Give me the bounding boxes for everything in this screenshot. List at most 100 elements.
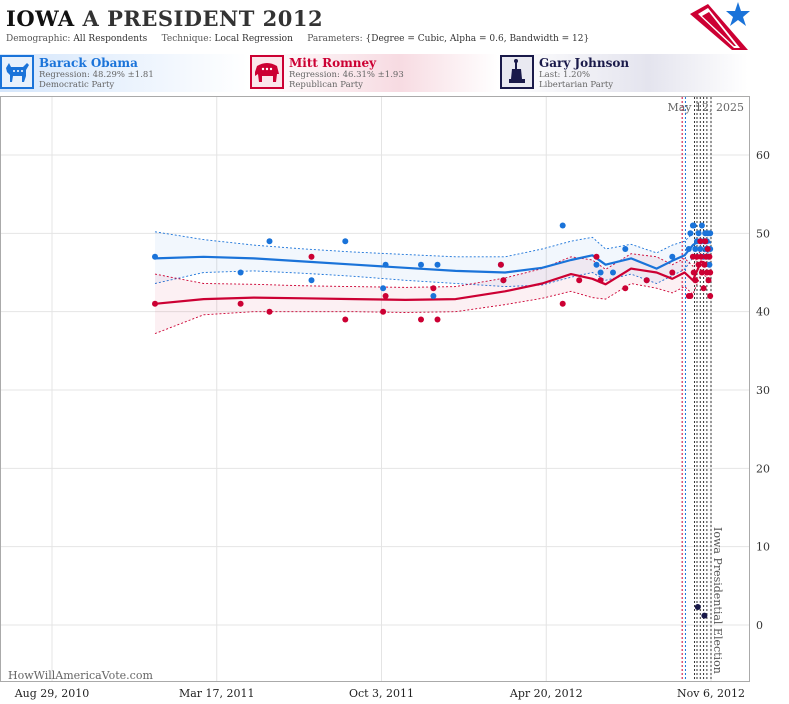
- mitt-romney-poll-point: [707, 269, 714, 276]
- y-tick-label: 30: [756, 384, 770, 397]
- mitt-romney-poll-point: [702, 238, 709, 245]
- barack-obama-poll-point: [342, 238, 349, 245]
- title-state: IOWA: [6, 6, 75, 31]
- mitt-romney-poll-point: [152, 300, 158, 307]
- candidate-party: Democratic Party: [39, 80, 115, 90]
- barack-obama-trend-line: [154, 238, 712, 274]
- mitt-romney-poll-point: [559, 300, 566, 307]
- barack-obama-poll-point: [706, 261, 713, 268]
- technique-label: Technique:: [161, 34, 212, 44]
- y-tick-label: 10: [756, 541, 770, 554]
- y-tick-label: 0: [756, 619, 763, 632]
- y-tick-label: 60: [756, 149, 770, 162]
- barack-obama-poll-point: [382, 261, 389, 268]
- barack-obama-poll-point: [380, 285, 387, 292]
- barack-obama-poll-point: [308, 277, 315, 284]
- barack-obama-poll-point: [152, 253, 158, 260]
- x-tick-label: Mar 17, 2011: [179, 687, 255, 700]
- parameters-label: Parameters:: [307, 34, 363, 44]
- barack-obama-poll-point: [695, 230, 702, 237]
- barack-obama-poll-point: [690, 222, 697, 229]
- chart-frame: [0, 96, 750, 682]
- mitt-romney-poll-point: [707, 293, 714, 299]
- mitt-romney-poll-point: [698, 269, 705, 276]
- barack-obama-poll-point: [698, 222, 705, 229]
- barack-obama-poll-point: [266, 238, 273, 245]
- mitt-romney-poll-point: [380, 308, 387, 315]
- watermark: HowWillAmericaVote.com: [8, 669, 153, 682]
- candidate-party: Libertarian Party: [539, 80, 614, 90]
- candidate-romney[interactable]: Mitt Romney Regression: 46.31% ±1.93 Rep…: [250, 54, 498, 92]
- barack-obama-poll-point: [418, 261, 424, 268]
- mitt-romney-poll-point: [698, 253, 705, 260]
- mitt-romney-poll-point: [700, 285, 707, 292]
- demographic-label: Demographic:: [6, 34, 71, 44]
- mitt-romney-confidence-band: [155, 249, 711, 334]
- barack-obama-poll-point: [559, 222, 566, 229]
- barack-obama-poll-point: [610, 269, 616, 276]
- barack-obama-poll-point: [697, 246, 704, 252]
- mitt-romney-band-lower: [154, 273, 712, 335]
- mitt-romney-poll-point: [382, 293, 389, 299]
- mitt-romney-poll-point: [669, 269, 676, 276]
- x-tick-label: Aug 29, 2010: [14, 687, 90, 700]
- barack-obama-poll-point: [593, 261, 600, 268]
- mitt-romney-trend-line: [154, 260, 712, 305]
- mitt-romney-poll-point: [418, 316, 424, 323]
- barack-obama-poll-point: [430, 293, 437, 299]
- mitt-romney-poll-point: [497, 261, 504, 268]
- y-tick-label: 50: [756, 227, 770, 240]
- title-race: A PRESIDENT 2012: [82, 6, 324, 31]
- mitt-romney-poll-point: [434, 316, 441, 323]
- mitt-romney-poll-point: [593, 253, 600, 260]
- y-tick-label: 20: [756, 462, 770, 475]
- mitt-romney-band-upper: [154, 248, 712, 288]
- barack-obama-poll-point: [237, 269, 244, 276]
- x-tick-label: Nov 6, 2012: [677, 687, 745, 700]
- mitt-romney-poll-point: [690, 269, 697, 276]
- barack-obama-poll-point: [622, 246, 629, 252]
- mitt-romney-poll-point: [237, 300, 244, 307]
- liberty-statue-icon: [500, 55, 534, 89]
- candidate-stat: Last: 1.20%: [539, 70, 591, 80]
- date-annotation: May 12, 2025: [667, 101, 744, 114]
- candidate-party: Republican Party: [289, 80, 363, 90]
- barack-obama-band-lower: [154, 250, 712, 288]
- candidate-name: Barack Obama: [39, 56, 138, 70]
- barack-obama-poll-point: [434, 261, 441, 268]
- mitt-romney-poll-point: [342, 316, 349, 323]
- mitt-romney-poll-point: [500, 277, 507, 284]
- candidate-johnson[interactable]: Gary Johnson Last: 1.20% Libertarian Par…: [500, 54, 748, 92]
- parameters-value: {Degree = Cubic, Alpha = 0.6, Bandwidth …: [365, 34, 590, 44]
- barack-obama-poll-point: [692, 246, 699, 252]
- candidate-name: Mitt Romney: [289, 56, 377, 70]
- mitt-romney-poll-point: [705, 277, 712, 284]
- donkey-icon: [0, 55, 34, 89]
- page-title: IOWA A PRESIDENT 2012: [6, 6, 323, 31]
- mitt-romney-poll-point: [687, 293, 694, 299]
- mitt-romney-poll-point: [266, 308, 273, 315]
- candidate-name: Gary Johnson: [539, 56, 630, 70]
- mitt-romney-poll-point: [695, 261, 702, 268]
- gary-johnson-poll-point: [694, 604, 701, 610]
- barack-obama-band-upper: [154, 229, 712, 258]
- candidate-bar: Barack Obama Regression: 48.29% ±1.81 De…: [0, 54, 789, 94]
- parameters-line: Demographic: All Respondents Technique: …: [6, 34, 589, 44]
- mitt-romney-poll-point: [692, 277, 699, 284]
- y-tick-label: 40: [756, 306, 770, 319]
- mitt-romney-poll-point: [597, 277, 604, 284]
- technique-value: Local Regression: [214, 34, 293, 44]
- barack-obama-poll-point: [707, 230, 714, 237]
- barack-obama-poll-point: [669, 253, 676, 260]
- header: IOWA A PRESIDENT 2012 Demographic: All R…: [0, 0, 760, 52]
- mitt-romney-poll-point: [694, 253, 700, 260]
- x-tick-label: Oct 3, 2011: [349, 687, 414, 700]
- x-tick-label: Apr 20, 2012: [509, 687, 583, 700]
- mitt-romney-poll-point: [643, 277, 650, 284]
- mitt-romney-poll-point: [704, 246, 711, 252]
- gary-johnson-poll-point: [701, 612, 708, 619]
- candidate-obama[interactable]: Barack Obama Regression: 48.29% ±1.81 De…: [0, 54, 248, 92]
- site-logo-icon[interactable]: [688, 0, 754, 52]
- mitt-romney-poll-point: [308, 253, 315, 260]
